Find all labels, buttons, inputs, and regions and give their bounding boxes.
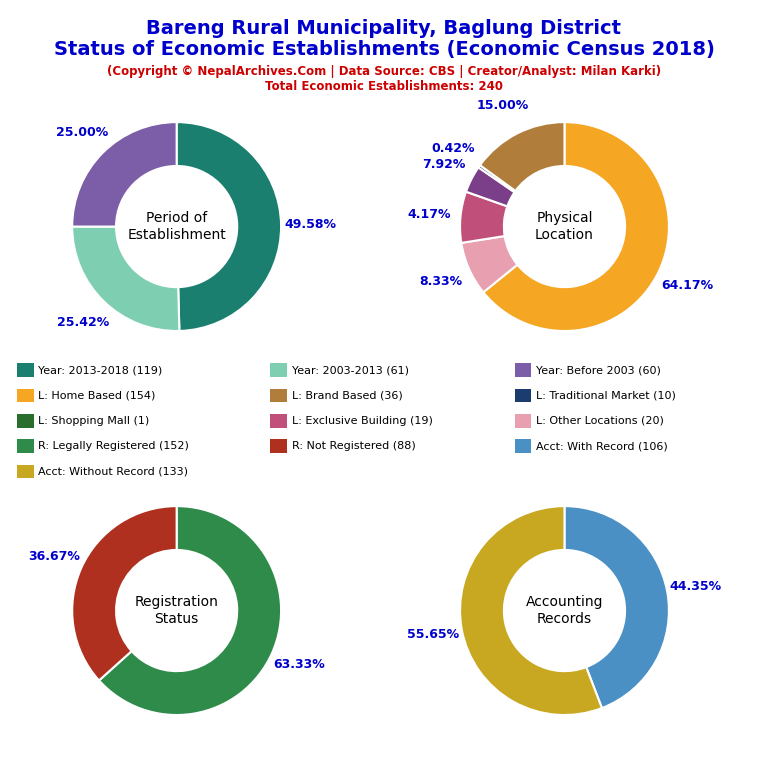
Text: R: Legally Registered (152): R: Legally Registered (152) <box>38 441 189 452</box>
Text: L: Exclusive Building (19): L: Exclusive Building (19) <box>292 415 432 426</box>
Wedge shape <box>480 122 564 191</box>
Bar <box>515 439 531 453</box>
Text: Acct: With Record (106): Acct: With Record (106) <box>536 441 668 452</box>
Wedge shape <box>460 506 602 715</box>
Text: (Copyright © NepalArchives.Com | Data Source: CBS | Creator/Analyst: Milan Karki: (Copyright © NepalArchives.Com | Data So… <box>107 65 661 78</box>
Text: L: Other Locations (20): L: Other Locations (20) <box>536 415 664 426</box>
Text: Year: 2003-2013 (61): Year: 2003-2013 (61) <box>292 365 409 376</box>
Bar <box>515 389 531 402</box>
Bar <box>17 389 34 402</box>
Wedge shape <box>177 122 281 331</box>
Text: L: Brand Based (36): L: Brand Based (36) <box>292 390 402 401</box>
Wedge shape <box>462 236 518 293</box>
Wedge shape <box>483 122 669 331</box>
Text: 25.42%: 25.42% <box>58 316 110 329</box>
Text: Year: 2013-2018 (119): Year: 2013-2018 (119) <box>38 365 163 376</box>
Text: R: Not Registered (88): R: Not Registered (88) <box>292 441 415 452</box>
Text: Period of
Establishment: Period of Establishment <box>127 211 226 242</box>
Bar <box>270 363 287 377</box>
Wedge shape <box>466 167 515 207</box>
Text: 55.65%: 55.65% <box>407 628 459 641</box>
Bar <box>515 363 531 377</box>
Wedge shape <box>99 506 281 715</box>
Text: Total Economic Establishments: 240: Total Economic Establishments: 240 <box>265 80 503 93</box>
Wedge shape <box>460 192 508 243</box>
Text: 64.17%: 64.17% <box>661 279 713 292</box>
Text: Year: Before 2003 (60): Year: Before 2003 (60) <box>536 365 661 376</box>
Text: L: Traditional Market (10): L: Traditional Market (10) <box>536 390 676 401</box>
Bar <box>515 414 531 428</box>
Text: 4.17%: 4.17% <box>408 207 451 220</box>
Wedge shape <box>72 227 180 331</box>
Text: 49.58%: 49.58% <box>284 218 336 231</box>
Bar <box>270 389 287 402</box>
Wedge shape <box>478 165 515 192</box>
Wedge shape <box>72 506 177 680</box>
Text: 25.00%: 25.00% <box>56 125 108 138</box>
Bar <box>270 439 287 453</box>
Wedge shape <box>72 122 177 227</box>
Text: L: Shopping Mall (1): L: Shopping Mall (1) <box>38 415 150 426</box>
Text: Physical
Location: Physical Location <box>535 211 594 242</box>
Bar <box>17 414 34 428</box>
Text: 15.00%: 15.00% <box>477 99 529 112</box>
Text: Registration
Status: Registration Status <box>134 595 219 626</box>
Text: 8.33%: 8.33% <box>419 275 462 288</box>
Bar <box>270 414 287 428</box>
Text: Bareng Rural Municipality, Baglung District: Bareng Rural Municipality, Baglung Distr… <box>147 19 621 38</box>
Bar <box>17 465 34 478</box>
Text: Acct: Without Record (133): Acct: Without Record (133) <box>38 466 188 477</box>
Text: Status of Economic Establishments (Economic Census 2018): Status of Economic Establishments (Econo… <box>54 40 714 59</box>
Text: 44.35%: 44.35% <box>670 580 722 593</box>
Bar <box>17 439 34 453</box>
Wedge shape <box>564 506 669 708</box>
Text: L: Home Based (154): L: Home Based (154) <box>38 390 156 401</box>
Text: 0.42%: 0.42% <box>432 141 475 154</box>
Text: 36.67%: 36.67% <box>28 550 81 563</box>
Bar <box>17 363 34 377</box>
Text: 7.92%: 7.92% <box>422 158 465 171</box>
Text: 63.33%: 63.33% <box>273 658 325 671</box>
Text: Accounting
Records: Accounting Records <box>526 595 603 626</box>
